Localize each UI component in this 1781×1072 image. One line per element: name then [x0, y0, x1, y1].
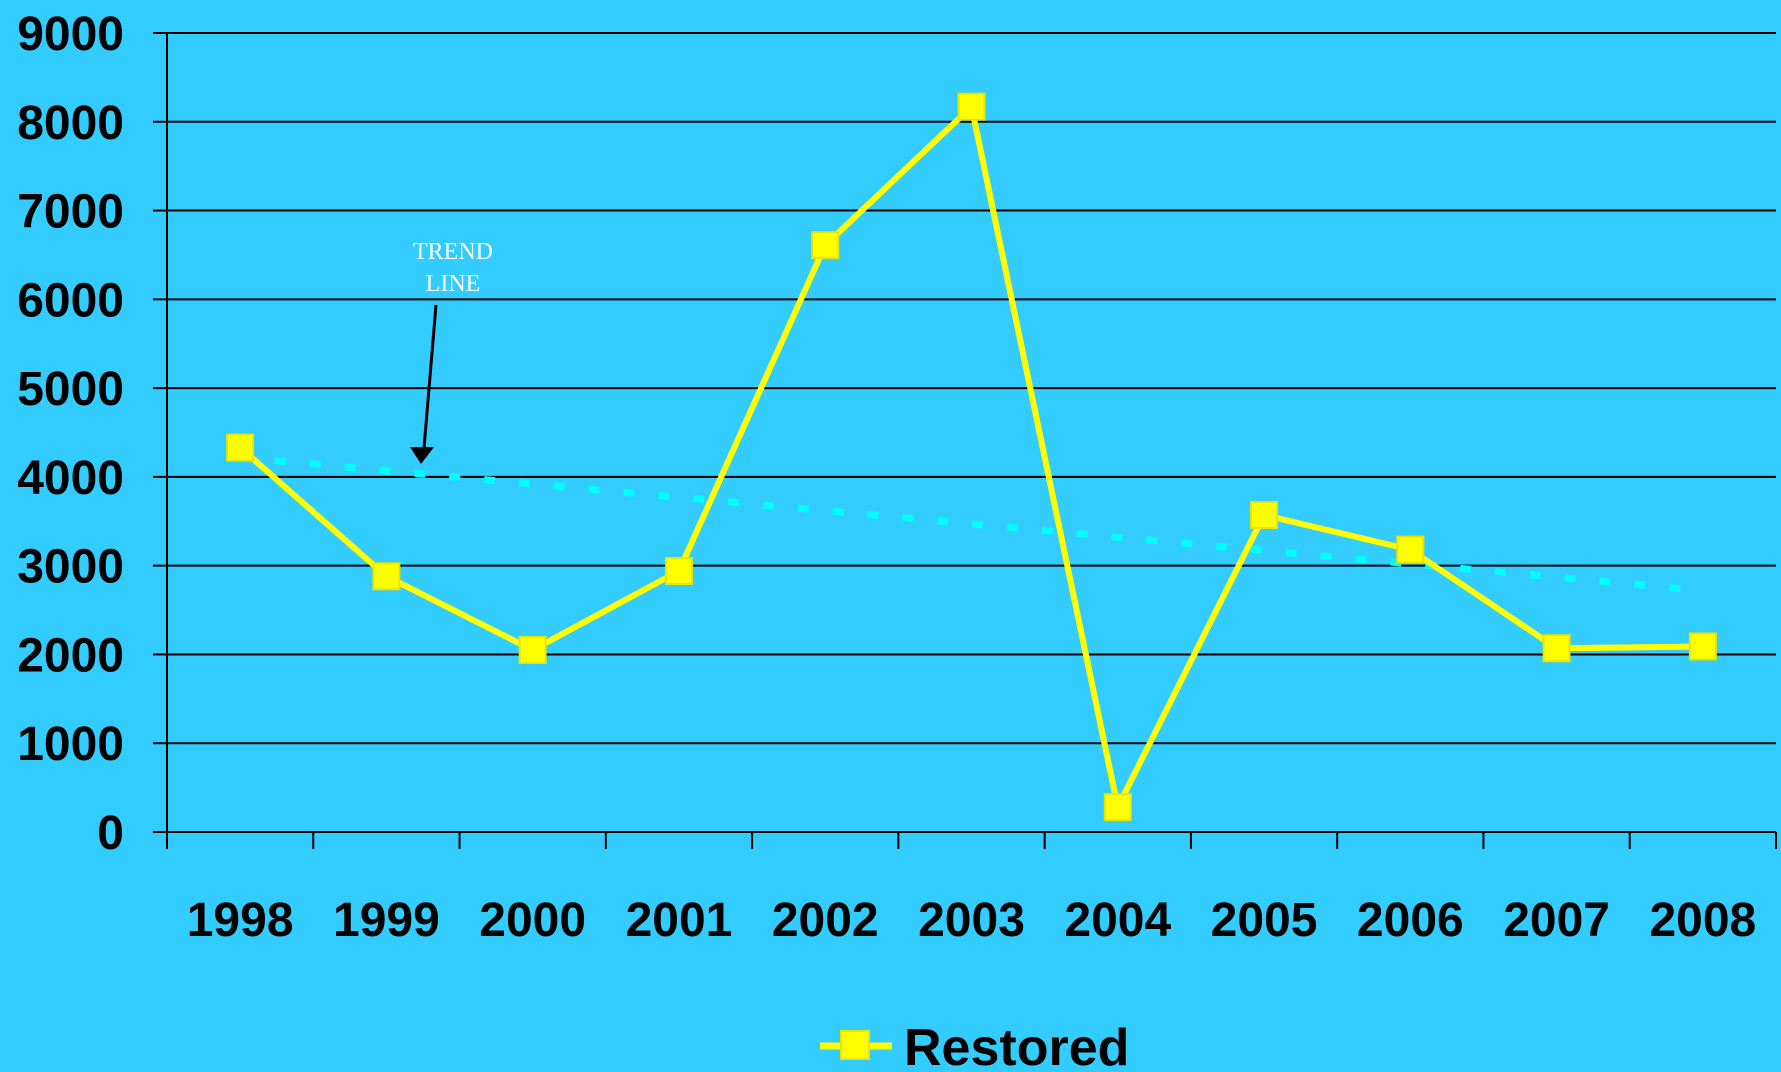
x-tick-label: 2005 — [1211, 894, 1318, 947]
y-tick-label: 4000 — [17, 452, 124, 505]
data-point — [1688, 632, 1717, 661]
annotation-line-2: LINE — [426, 271, 481, 297]
legend-marker — [840, 1030, 870, 1060]
x-tick-label: 2000 — [479, 894, 586, 947]
y-tick-label: 7000 — [17, 186, 124, 239]
data-point — [811, 231, 840, 260]
gridlines — [153, 32, 1776, 833]
x-tick-label: 2003 — [918, 894, 1025, 947]
y-tick-label: 5000 — [17, 363, 124, 416]
x-tick-label: 1999 — [333, 894, 440, 947]
data-point — [226, 433, 255, 462]
y-axis-tick-labels: 0 1000 2000 3000 4000 5000 6000 7000 8000 9000 — [17, 8, 124, 860]
y-tick-label: 8000 — [17, 97, 124, 150]
data-point — [1396, 535, 1425, 564]
annotation-arrow-shaft — [422, 304, 438, 449]
annotation-line-1: TREND — [413, 239, 493, 265]
data-point — [1103, 793, 1132, 822]
y-tick-label: 1000 — [17, 718, 124, 771]
x-axis-tick-labels: 1998 1999 2000 2001 2002 2003 2004 2005 2006 2007… — [187, 894, 1757, 947]
x-tick-label: 1998 — [187, 894, 294, 947]
data-point — [1542, 634, 1571, 663]
x-tick-label: 2002 — [772, 894, 879, 947]
series-line — [238, 103, 1703, 811]
data-point — [372, 562, 401, 591]
x-tick-label: 2008 — [1649, 894, 1756, 947]
y-tick-label: 9000 — [17, 8, 124, 61]
legend-label: Restored — [904, 1019, 1129, 1072]
data-point — [957, 92, 986, 121]
x-tick-label: 2006 — [1357, 894, 1464, 947]
data-point — [518, 636, 547, 665]
trend-line-annotation: TREND LINE — [410, 239, 493, 464]
y-tick-label: 3000 — [17, 541, 124, 594]
data-point — [664, 556, 693, 585]
series-restored — [226, 92, 1717, 822]
data-point — [1250, 501, 1279, 530]
y-tick-label: 2000 — [17, 629, 124, 682]
x-tick-label: 2007 — [1503, 894, 1610, 947]
y-tick-label: 0 — [97, 807, 124, 860]
x-tick-label: 2004 — [1064, 894, 1171, 947]
axes — [166, 33, 1777, 849]
x-tick-label: 2001 — [626, 894, 733, 947]
annotation-arrow-head — [410, 447, 434, 464]
legend: Restored — [820, 1019, 1129, 1072]
y-tick-label: 6000 — [17, 274, 124, 327]
